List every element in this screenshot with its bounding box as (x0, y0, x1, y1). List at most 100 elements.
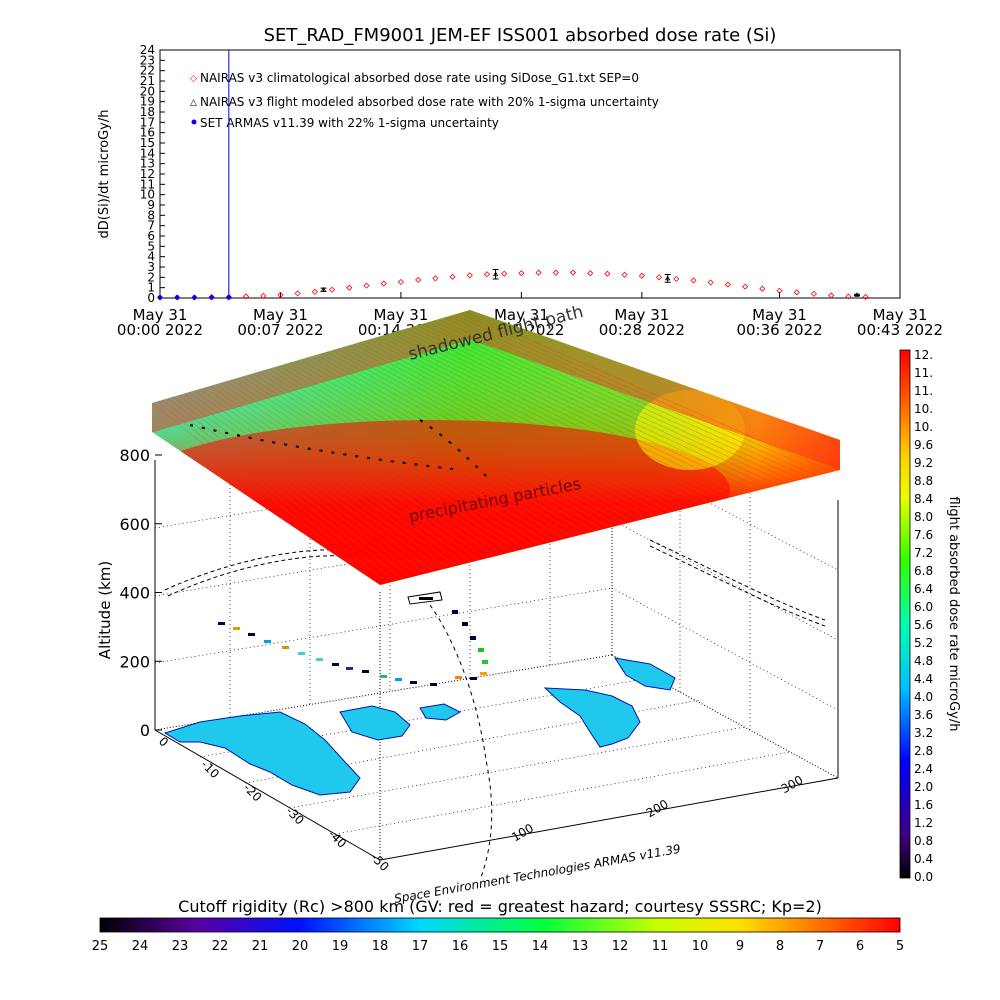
latitude-tick-label: -50 (368, 850, 392, 874)
mesh-line-col (167, 398, 404, 580)
dose-colorbar-tick: 5.2 (914, 636, 933, 650)
rigidity-tick: 19 (332, 939, 349, 954)
rigidity-tick: 7 (816, 939, 824, 954)
y-tick-label: 1 (147, 281, 155, 295)
rigidity-tick: 15 (492, 939, 509, 954)
mesh-line-col (464, 311, 833, 473)
x-tick-time: 00:36 2022 (736, 321, 822, 339)
rigidity-bar-ticks: 25 24 23 22 21 20 19 18 17 16 15 14 13 12 11 10 9 8 7 6 5 (92, 939, 904, 954)
triangle-point (320, 286, 327, 292)
diamond-point (656, 274, 663, 281)
mesh-line-col (226, 381, 488, 559)
mesh-line-col (347, 345, 664, 515)
mesh-line-col (326, 351, 634, 522)
dose-colorbar-tick: 6.0 (914, 600, 933, 614)
dose-colorbar-tick: 12. (914, 348, 933, 362)
mesh-line-col (252, 373, 526, 549)
x-tick-date: May 31 (253, 306, 308, 324)
mesh-line-col (241, 376, 511, 553)
dose-colorbar-tick: 3.2 (914, 726, 933, 740)
landmasses (163, 657, 676, 796)
mesh-line-col (385, 334, 718, 501)
diamond-point (329, 286, 336, 293)
data-series (156, 50, 869, 301)
mesh-line-col (236, 377, 503, 555)
errorbar (492, 268, 499, 280)
mesh-line-col (374, 337, 703, 505)
dose-colorbar-tick: 9.6 (914, 438, 933, 452)
rigidity-tick: 10 (692, 939, 709, 954)
mesh-line-col (284, 364, 572, 538)
diamond-point (535, 269, 542, 276)
mesh-line-col (379, 336, 710, 503)
y-tick-label: 23 (140, 53, 155, 67)
mesh-line-col (369, 339, 695, 507)
dose-colorbar-tick: 2.8 (914, 744, 933, 758)
mesh-line-col (395, 331, 733, 498)
mesh-line-col (263, 370, 542, 545)
legend: ◇ NAIRAS v3 climatological absorbed dose… (190, 71, 659, 130)
dose-colorbar-tick: 4.4 (914, 672, 933, 686)
mesh-line-row (152, 330, 840, 462)
rigidity-tick: 22 (212, 939, 229, 954)
mesh-line-col (342, 346, 657, 517)
dose-colorbar-tick: 4.0 (914, 690, 933, 704)
y-tick-label: 20 (140, 84, 155, 98)
x-tick-date: May 31 (373, 306, 428, 324)
diamond-point (483, 271, 491, 278)
mesh-line-row (152, 331, 840, 463)
mesh-line-col (273, 367, 557, 542)
diamond-point (518, 270, 525, 277)
rigidity-bar-title: Cutoff rigidity (Rc) >800 km (GV: red = … (178, 897, 822, 916)
landmass-png (419, 703, 462, 721)
altitude-axis-label: Altitude (km) (96, 561, 114, 659)
diamond-point (638, 272, 645, 279)
mesh-line-row (152, 322, 840, 454)
diamond-point (260, 292, 267, 299)
mesh-line-col (432, 320, 787, 484)
dose-colorbar-tick: 10. (914, 420, 933, 434)
x-tick-date: May 31 (494, 306, 549, 324)
diamond-point (346, 284, 353, 291)
mesh-line-col (400, 329, 741, 496)
plot-frame (159, 49, 901, 299)
mesh-line-row (152, 335, 840, 467)
mesh-line-row (152, 320, 840, 452)
x-tick-time: 00:28 2022 (599, 321, 685, 339)
diamond-point (707, 279, 714, 286)
x-tick-time: 00:07 2022 (237, 321, 323, 339)
y-tick-label: 17 (140, 115, 155, 129)
dose-colorbar-tick: 1.2 (914, 816, 933, 830)
dose-colorbar-tick: 3.6 (914, 708, 933, 722)
mesh-line-col (438, 319, 795, 482)
diamond-point (363, 282, 370, 289)
diamond-point (604, 270, 611, 277)
y-tick-label: 24 (140, 43, 155, 57)
altitude-tick-label: 0 (140, 721, 150, 740)
dose-colorbar-tick: 8.0 (914, 510, 933, 524)
rigidity-tick: 9 (736, 939, 744, 954)
latitude-tick-label: 0 (156, 734, 171, 749)
y-tick-label: 10 (140, 188, 155, 202)
mesh-line-col (257, 371, 534, 547)
mesh-line-col (427, 322, 779, 486)
diamond-point (724, 281, 731, 288)
mesh-line-col (316, 354, 618, 526)
rigidity-tick: 12 (612, 939, 629, 954)
diamond-point (621, 271, 628, 278)
mesh-line-row (152, 312, 840, 444)
rigidity-tick: 23 (172, 939, 189, 954)
diamond-point (845, 293, 852, 300)
ground-track (429, 604, 493, 881)
rigidity-tick: 25 (92, 939, 109, 954)
mesh-line-col (157, 401, 388, 584)
mesh-line-col (215, 384, 473, 563)
x-tick-date: May 31 (752, 306, 807, 324)
rigidity-tick: 11 (652, 939, 669, 954)
y-tick-label: 6 (147, 229, 155, 243)
y-tick-label: 11 (140, 177, 155, 191)
y-axis-label: dD(Si)/dt microGy/h (97, 110, 112, 239)
mesh-line-row (152, 326, 840, 458)
rigidity-tick: 20 (292, 939, 309, 954)
